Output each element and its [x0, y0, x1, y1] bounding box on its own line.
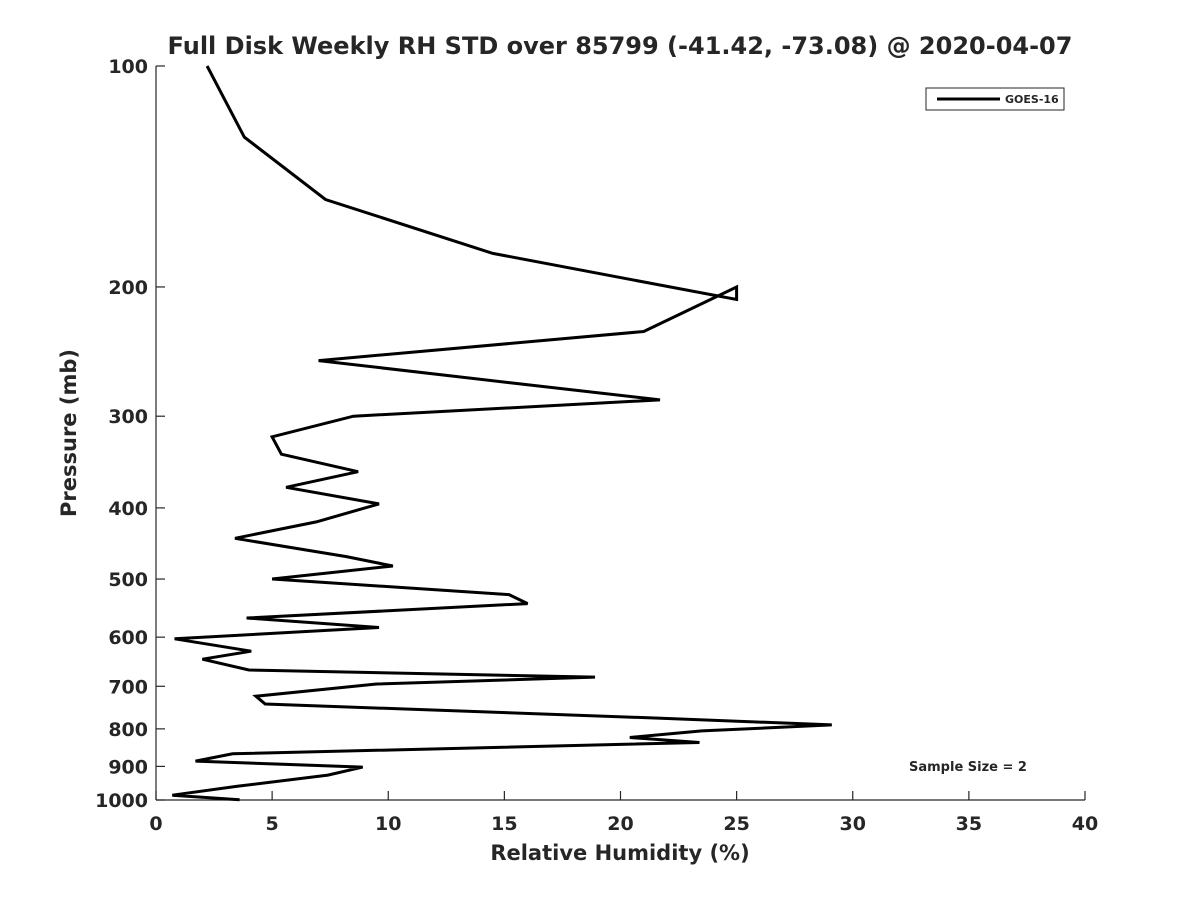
y-tick-label: 200	[108, 277, 148, 299]
x-tick-label: 35	[956, 813, 982, 835]
y-tick-label: 700	[108, 676, 148, 698]
x-tick-label: 10	[375, 813, 401, 835]
y-tick-label: 900	[108, 756, 148, 778]
y-tick-label: 400	[108, 498, 148, 520]
x-tick-label: 25	[723, 813, 749, 835]
series-line-goes-16	[172, 65, 832, 802]
y-tick-label: 600	[108, 627, 148, 649]
x-tick-label: 30	[840, 813, 866, 835]
x-axis-label: Relative Humidity (%)	[490, 841, 749, 865]
x-tick-label: 40	[1072, 813, 1098, 835]
y-tick-label: 500	[108, 569, 148, 591]
y-tick-label: 800	[108, 719, 148, 741]
x-tick-label: 15	[491, 813, 517, 835]
x-tick-label: 20	[607, 813, 633, 835]
x-axis-ticks: 0 5 10 15 20 25 30 35 40	[149, 791, 1098, 835]
y-tick-label: 1000	[95, 790, 148, 812]
series-layer	[172, 65, 832, 802]
legend-label-goes-16: GOES-16	[1005, 93, 1059, 106]
y-axis-label: Pressure (mb)	[57, 349, 81, 517]
y-tick-label: 300	[108, 406, 148, 428]
legend: GOES-16	[925, 87, 1065, 111]
y-axis-ticks: 100 200 300 400 500 600 700 800 900 1000	[95, 56, 165, 812]
x-tick-label: 0	[149, 813, 162, 835]
x-tick-label: 5	[266, 813, 279, 835]
y-tick-label: 100	[108, 56, 148, 78]
sample-size-annotation: Sample Size = 2	[909, 760, 1027, 775]
chart-title: Full Disk Weekly RH STD over 85799 (-41.…	[168, 32, 1073, 60]
